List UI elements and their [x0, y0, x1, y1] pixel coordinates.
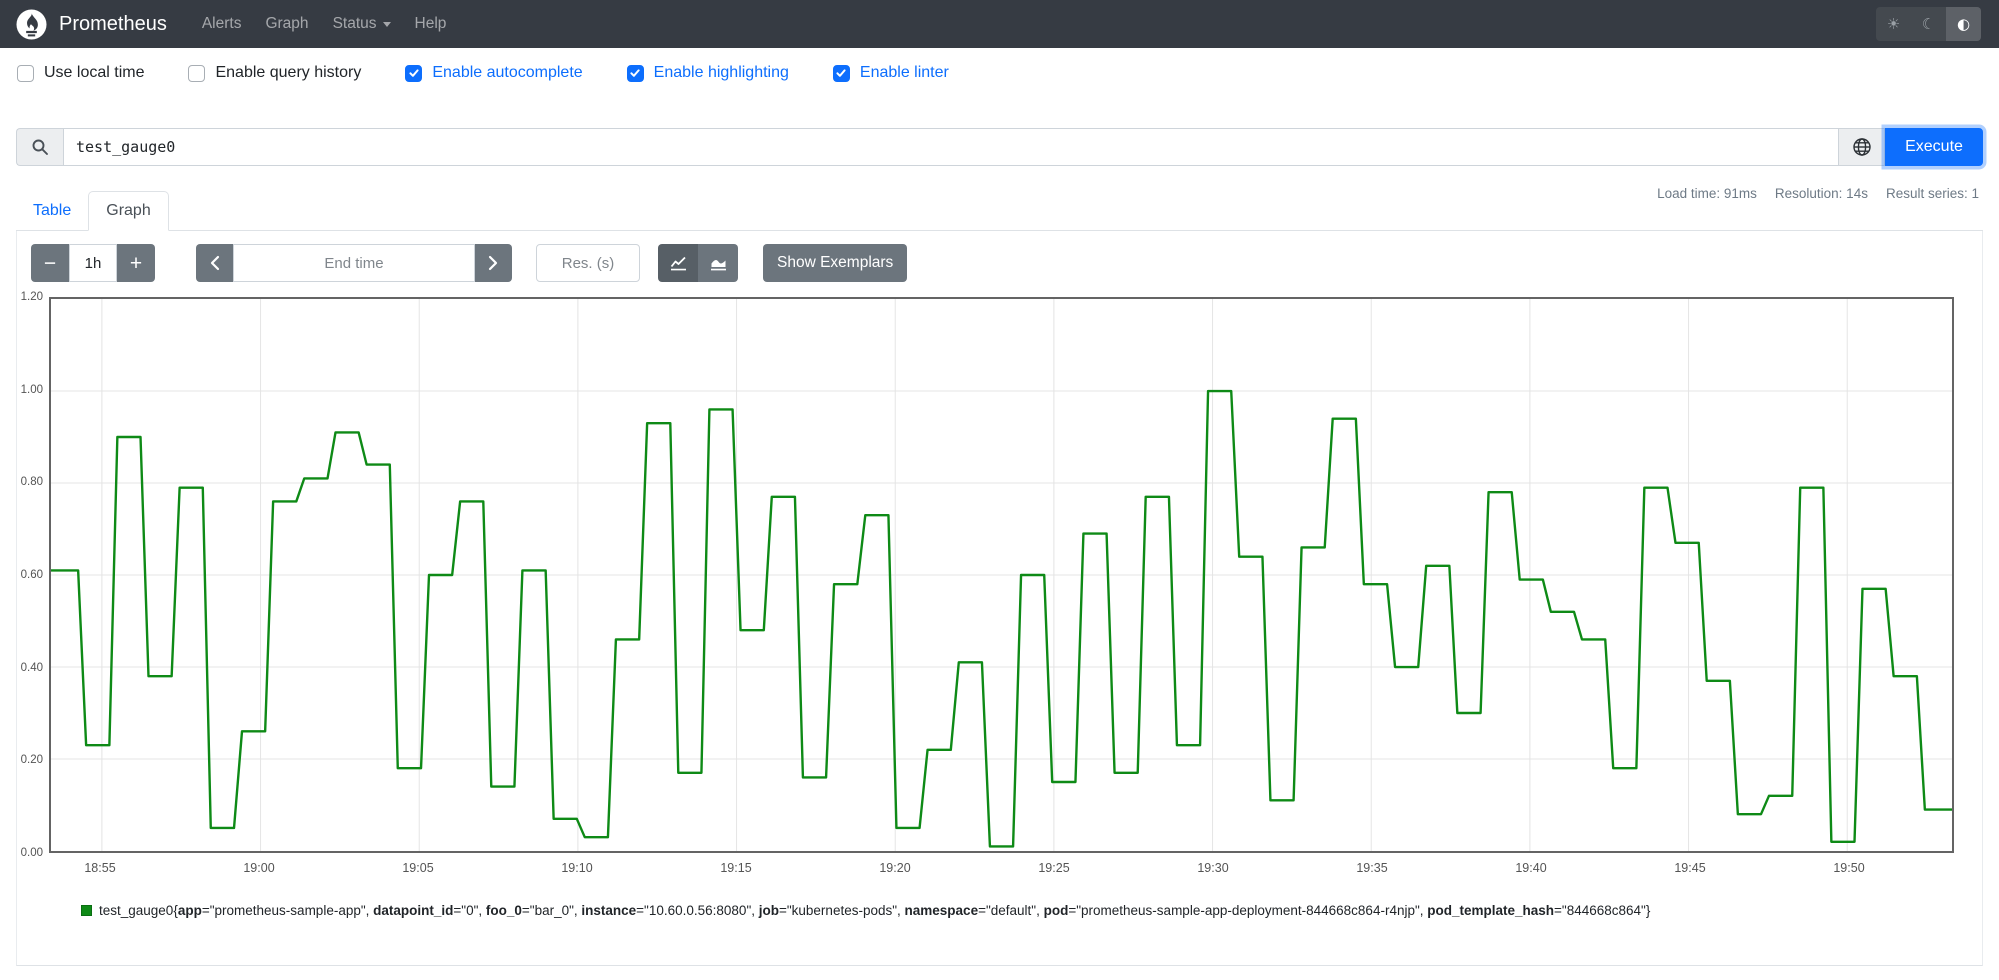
legend-label-key: job — [758, 903, 779, 918]
brand-title[interactable]: Prometheus — [59, 12, 167, 35]
y-tick-label: 0.40 — [20, 661, 43, 674]
resolution-control — [536, 244, 640, 282]
search-icon — [16, 128, 63, 166]
nav-item-graph[interactable]: Graph — [265, 15, 309, 32]
query-input[interactable] — [63, 128, 1839, 166]
legend-label-key: pod — [1043, 903, 1069, 918]
end-time-control — [196, 244, 512, 282]
navbar: Prometheus Alerts Graph Status Help ☀ ☾ … — [0, 0, 1999, 48]
execute-button[interactable]: Execute — [1885, 128, 1983, 166]
nav-links: Alerts Graph Status Help — [193, 7, 456, 41]
legend-label-key: datapoint_id — [373, 903, 454, 918]
unchecked-checkbox-icon[interactable] — [17, 64, 34, 82]
legend-label-key: pod_template_hash — [1427, 903, 1555, 918]
line-chart-icon[interactable] — [658, 244, 698, 282]
x-tick-label: 19:35 — [1356, 861, 1388, 875]
x-tick-label: 19:30 — [1197, 861, 1229, 875]
range-decrease-button[interactable]: − — [31, 244, 69, 282]
y-tick-label: 0.60 — [20, 569, 43, 581]
option-enable-linter[interactable]: Enable linter — [832, 64, 949, 82]
unchecked-checkbox-icon[interactable] — [188, 64, 206, 82]
y-tick-label: 1.20 — [20, 291, 43, 303]
moon-icon[interactable]: ☾ — [1911, 7, 1946, 41]
option-label: Enable autocomplete — [432, 64, 583, 81]
sun-icon[interactable]: ☀ — [1876, 7, 1911, 41]
series-legend[interactable]: test_gauge0{app="prometheus-sample-app",… — [81, 903, 1650, 918]
end-time-input[interactable] — [233, 244, 475, 282]
stat-load-time: Load time: 91ms — [1657, 186, 1757, 201]
x-tick-label: 19:00 — [243, 861, 275, 875]
chart-type-toggle — [658, 244, 738, 282]
range-input[interactable] — [69, 244, 117, 282]
stat-result-series: Result series: 1 — [1885, 186, 1979, 201]
checked-checkbox-icon[interactable] — [626, 64, 644, 82]
y-tick-label: 0.80 — [20, 476, 43, 489]
x-tick-label: 19:40 — [1515, 861, 1547, 875]
x-tick-label: 19:05 — [402, 861, 434, 875]
y-tick-label: 0.20 — [20, 754, 43, 767]
chevron-right-icon[interactable] — [475, 244, 512, 282]
tab-graph[interactable]: Graph — [88, 191, 169, 231]
option-enable-autocomplete[interactable]: Enable autocomplete — [405, 64, 583, 82]
y-tick-label: 1.00 — [20, 383, 43, 396]
exemplars-control: Show Exemplars — [763, 244, 908, 282]
x-tick-label: 19:50 — [1833, 861, 1865, 875]
legend-label-key: instance — [581, 903, 637, 918]
graph-panel: − + — [16, 231, 1983, 966]
option-use-local-time[interactable]: Use local time — [17, 64, 144, 82]
tab-table[interactable]: Table — [33, 202, 72, 219]
checked-checkbox-icon[interactable] — [405, 64, 423, 82]
option-label: Use local time — [44, 64, 145, 81]
range-increase-button[interactable]: + — [117, 244, 155, 282]
resolution-input[interactable] — [536, 244, 640, 282]
legend-label-key: namespace — [904, 903, 979, 918]
nav-item-status[interactable]: Status — [324, 7, 400, 41]
legend-label-key: foo_0 — [485, 903, 522, 918]
checked-checkbox-icon[interactable] — [832, 64, 850, 82]
x-tick-label: 19:25 — [1038, 861, 1070, 875]
chart-plot-area[interactable] — [49, 297, 1954, 853]
range-control: − + — [31, 244, 155, 282]
x-axis-labels: 18:55 19:00 19:05 19:10 19:15 19:20 19:25 19:30… — [49, 861, 1954, 877]
tab-bar: Table Graph — [16, 186, 1983, 231]
x-tick-label: 19:45 — [1674, 861, 1706, 875]
y-tick-label: 0.00 — [20, 847, 43, 859]
prometheus-logo-icon[interactable] — [16, 8, 47, 40]
query-bar: Execute — [16, 128, 1983, 166]
area-chart-icon[interactable] — [698, 244, 738, 282]
stat-resolution: Resolution: 14s — [1774, 186, 1868, 201]
option-label: Enable linter — [859, 64, 949, 81]
option-label: Enable highlighting — [653, 64, 789, 81]
option-enable-query-history[interactable]: Enable query history — [188, 64, 361, 82]
x-tick-label: 19:20 — [879, 861, 911, 875]
caret-down-icon — [382, 21, 391, 27]
show-exemplars-button[interactable]: Show Exemplars — [763, 244, 908, 282]
nav-item-alerts[interactable]: Alerts — [201, 15, 242, 32]
option-label: Enable query history — [215, 64, 362, 81]
globe-icon[interactable] — [1839, 128, 1885, 166]
x-tick-label: 19:15 — [720, 861, 752, 875]
x-tick-label: 19:10 — [561, 861, 593, 875]
x-tick-label: 18:55 — [84, 861, 116, 875]
y-axis-labels: 0.00 0.20 0.40 0.60 0.80 1.00 1.20 — [0, 291, 43, 859]
chevron-left-icon[interactable] — [196, 244, 233, 282]
theme-toggle-group: ☀ ☾ ◐ — [1876, 7, 1981, 41]
legend-label: test_gauge0{app="prometheus-sample-app",… — [99, 903, 1651, 918]
legend-label-key: app — [177, 903, 202, 918]
options-row: Use local time Enable query history Enable… — [17, 59, 949, 87]
query-stats: Load time: 91ms Resolution: 14s Result s… — [1657, 186, 1979, 201]
option-enable-highlighting[interactable]: Enable highlighting — [626, 64, 789, 82]
legend-swatch-icon — [81, 905, 92, 916]
auto-theme-icon[interactable]: ◐ — [1946, 7, 1981, 41]
nav-item-help[interactable]: Help — [414, 15, 447, 32]
